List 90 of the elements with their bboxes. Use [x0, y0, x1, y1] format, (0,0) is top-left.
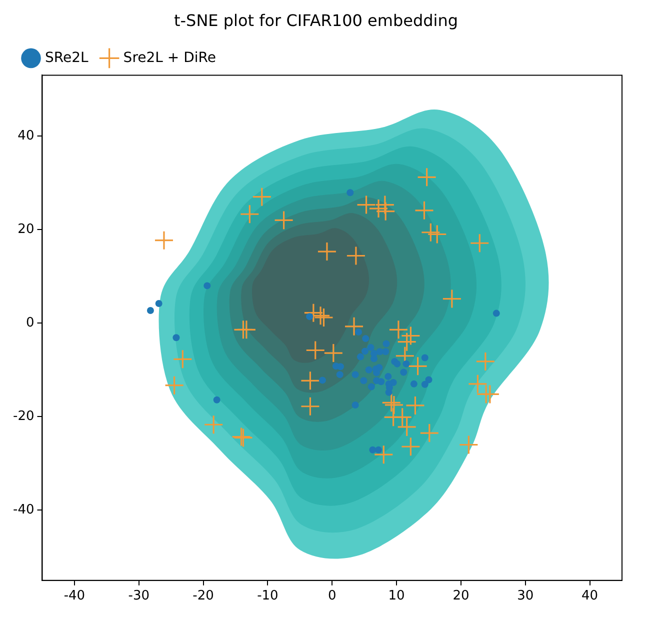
x-tick-label: -20 — [192, 588, 214, 604]
point — [370, 355, 378, 362]
point — [318, 376, 326, 384]
point — [365, 366, 372, 374]
point — [300, 370, 320, 390]
point — [367, 344, 374, 351]
point — [324, 343, 344, 363]
point — [368, 198, 388, 218]
point — [376, 202, 396, 222]
point — [384, 372, 392, 380]
point — [414, 200, 434, 220]
point — [420, 423, 440, 443]
point — [317, 242, 337, 262]
point — [374, 444, 394, 464]
point — [360, 377, 368, 384]
point — [458, 434, 478, 455]
point — [310, 306, 330, 326]
x-tick-label: -30 — [128, 588, 150, 604]
point — [470, 233, 490, 253]
point — [213, 396, 220, 404]
x-tick-label: 10 — [388, 588, 405, 604]
point — [427, 224, 447, 244]
point — [442, 289, 462, 309]
point — [408, 356, 428, 376]
point — [172, 349, 192, 369]
point — [300, 396, 320, 416]
point — [146, 306, 154, 314]
point — [421, 380, 428, 388]
point — [410, 380, 418, 388]
point — [346, 246, 366, 266]
point — [362, 335, 370, 342]
point — [417, 167, 437, 187]
point — [236, 320, 256, 340]
point — [274, 210, 294, 230]
point — [155, 300, 162, 307]
point — [172, 334, 180, 342]
point — [382, 340, 390, 348]
point — [400, 436, 421, 456]
point — [421, 354, 428, 362]
x-tick-label: 30 — [517, 588, 534, 604]
point — [368, 383, 375, 390]
y-tick-label: 0 — [26, 315, 34, 330]
point — [402, 360, 410, 368]
point — [204, 282, 211, 290]
point — [304, 303, 324, 323]
point — [164, 376, 184, 396]
point — [385, 388, 392, 396]
point — [240, 204, 260, 224]
legend-label: Sre2L + DiRe — [123, 50, 216, 66]
point — [355, 328, 362, 336]
point — [376, 364, 383, 372]
point — [378, 378, 385, 386]
x-tick-label: 0 — [328, 588, 336, 604]
point — [492, 310, 500, 317]
y-tick-label: 40 — [18, 128, 34, 144]
x-tick-label: -40 — [64, 588, 86, 604]
point — [306, 313, 314, 320]
point — [336, 371, 344, 378]
point — [420, 222, 440, 242]
x-tick-label: -10 — [257, 588, 278, 604]
point — [252, 187, 272, 207]
point — [405, 396, 426, 416]
point — [382, 348, 390, 356]
point — [425, 376, 432, 384]
chart-title: t-SNE plot for CIFAR100 embedding — [174, 10, 458, 30]
point — [344, 316, 364, 336]
point — [375, 194, 395, 215]
point — [361, 348, 368, 355]
y-tick-label: 20 — [18, 222, 34, 237]
point — [204, 414, 224, 434]
point — [352, 371, 359, 378]
point — [369, 446, 376, 454]
point — [375, 446, 382, 454]
point — [400, 326, 421, 346]
point — [397, 417, 417, 437]
y-tick-label: -20 — [13, 409, 34, 424]
point — [476, 352, 496, 372]
point — [356, 194, 376, 215]
point — [400, 368, 408, 376]
point — [346, 189, 354, 196]
legend-label: SRe2L — [45, 50, 89, 66]
point — [394, 360, 401, 368]
point — [154, 230, 174, 250]
y-tick-label: -40 — [13, 502, 34, 518]
point — [314, 308, 334, 328]
point — [306, 340, 326, 360]
point — [352, 401, 359, 408]
point — [356, 353, 364, 360]
x-tick-label: 20 — [452, 588, 470, 604]
x-tick-label: 40 — [582, 588, 598, 604]
